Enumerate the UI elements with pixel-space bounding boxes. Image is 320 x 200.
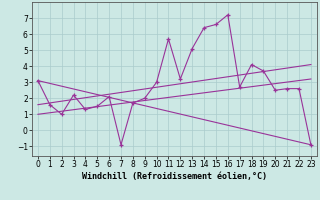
X-axis label: Windchill (Refroidissement éolien,°C): Windchill (Refroidissement éolien,°C) xyxy=(82,172,267,181)
